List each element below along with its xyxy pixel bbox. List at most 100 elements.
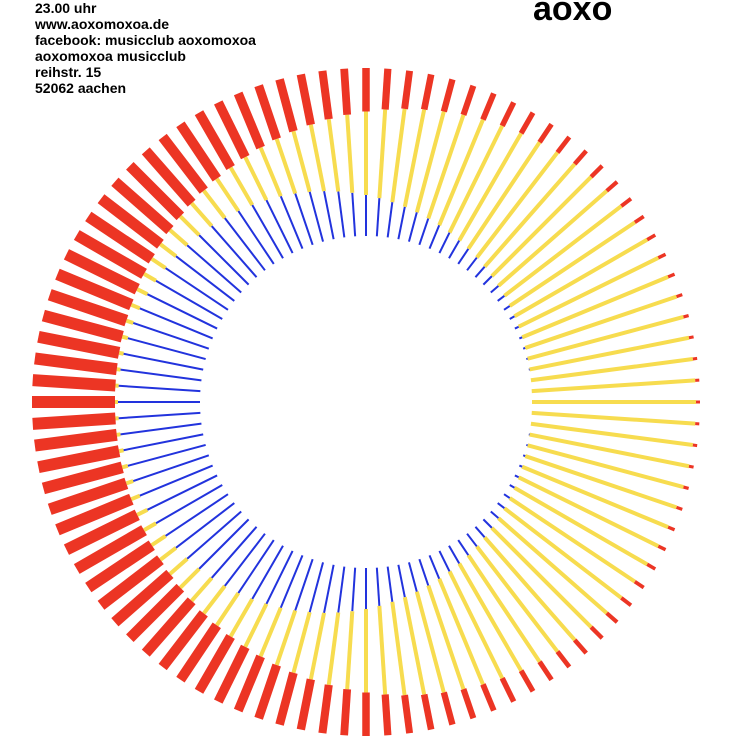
blue-spoke <box>438 550 451 572</box>
blue-spoke <box>514 325 520 330</box>
red-spoke <box>401 694 414 734</box>
blue-spoke <box>482 518 493 529</box>
blue-spoke <box>237 539 275 594</box>
blue-spoke <box>490 285 500 294</box>
yellow-spoke <box>402 109 427 208</box>
blue-spoke <box>407 562 418 592</box>
blue-spoke <box>118 384 201 393</box>
red-spoke <box>537 122 554 144</box>
red-spoke <box>47 477 129 515</box>
yellow-spoke <box>143 272 157 283</box>
yellow-spoke <box>326 612 341 686</box>
yellow-spoke <box>308 612 327 680</box>
yellow-spoke <box>457 132 523 242</box>
yellow-spoke <box>274 609 298 666</box>
yellow-spoke <box>143 521 157 532</box>
yellow-spoke <box>503 204 623 298</box>
red-spoke <box>675 505 683 511</box>
red-spoke <box>499 101 517 128</box>
yellow-spoke <box>178 214 201 237</box>
blue-spoke <box>474 526 486 538</box>
blue-spoke <box>397 206 406 240</box>
blue-spoke <box>210 526 258 579</box>
yellow-spoke <box>178 567 201 590</box>
red-spoke <box>296 678 315 731</box>
yellow-spoke <box>475 151 560 259</box>
blue-spoke <box>482 275 493 286</box>
red-spoke <box>85 540 155 593</box>
red-spoke <box>296 73 315 126</box>
blue-spoke <box>428 554 441 580</box>
red-spoke <box>63 509 140 555</box>
blue-spoke <box>127 337 206 361</box>
blue-spoke <box>198 234 250 286</box>
yellow-spoke <box>390 601 407 696</box>
yellow-spoke <box>426 114 466 220</box>
yellow-spoke <box>447 570 505 680</box>
blue-spoke <box>251 545 284 600</box>
blue-spoke <box>198 518 250 570</box>
blue-spoke <box>132 454 210 482</box>
red-spoke <box>605 611 619 624</box>
yellow-spoke <box>517 256 660 329</box>
blue-spoke <box>457 539 470 556</box>
blue-spoke <box>466 533 478 548</box>
blue-spoke <box>438 232 451 254</box>
blue-spoke <box>237 210 275 265</box>
yellow-spoke <box>521 275 669 340</box>
red-spoke <box>55 268 134 311</box>
yellow-spoke <box>130 493 141 502</box>
red-spoke <box>657 544 667 552</box>
yellow-spoke <box>202 189 227 220</box>
yellow-spoke <box>531 378 696 394</box>
blue-spoke <box>265 550 294 605</box>
blue-spoke <box>118 411 201 420</box>
blue-spoke <box>186 244 242 294</box>
yellow-spoke <box>483 162 577 269</box>
blue-spoke <box>164 267 229 311</box>
yellow-spoke <box>136 508 149 517</box>
blue-spoke <box>210 225 258 278</box>
yellow-spoke <box>190 576 214 603</box>
blue-spoke <box>428 224 441 250</box>
yellow-spoke <box>121 334 129 341</box>
blue-spoke <box>308 562 325 613</box>
blue-spoke <box>518 464 523 468</box>
red-spoke <box>683 485 690 490</box>
yellow-spoke <box>215 591 241 627</box>
red-spoke <box>233 91 265 150</box>
blue-spoke <box>386 201 394 238</box>
yellow-spoke <box>517 475 660 548</box>
blue-spoke <box>375 198 381 237</box>
blue-spoke <box>139 307 214 340</box>
yellow-spoke <box>345 114 355 193</box>
red-spoke <box>646 233 657 242</box>
red-spoke <box>214 644 250 704</box>
yellow-spoke <box>490 526 593 629</box>
yellow-spoke <box>150 257 167 270</box>
yellow-spoke <box>437 577 485 686</box>
info-line: reihstr. 15 <box>35 64 102 80</box>
yellow-spoke <box>390 108 407 203</box>
yellow-spoke <box>274 138 298 195</box>
red-spoke <box>605 180 619 193</box>
red-spoke <box>499 676 517 703</box>
yellow-spoke <box>121 463 129 470</box>
info-line: aoxomoxoa musicclub <box>35 48 186 64</box>
yellow-spoke <box>414 111 446 213</box>
red-spoke <box>381 694 392 736</box>
yellow-spoke <box>508 220 636 308</box>
red-spoke <box>254 84 281 141</box>
blue-spoke <box>503 493 511 499</box>
yellow-spoke <box>497 189 609 288</box>
yellow-spoke <box>377 605 388 695</box>
yellow-spoke <box>136 287 149 296</box>
yellow-spoke <box>490 175 593 278</box>
yellow-spoke <box>530 356 694 383</box>
red-spoke <box>158 133 208 194</box>
red-spoke <box>318 684 333 734</box>
red-spoke <box>63 249 140 295</box>
yellow-spoke <box>215 177 241 213</box>
blue-spoke <box>351 567 357 612</box>
yellow-spoke <box>529 335 690 372</box>
